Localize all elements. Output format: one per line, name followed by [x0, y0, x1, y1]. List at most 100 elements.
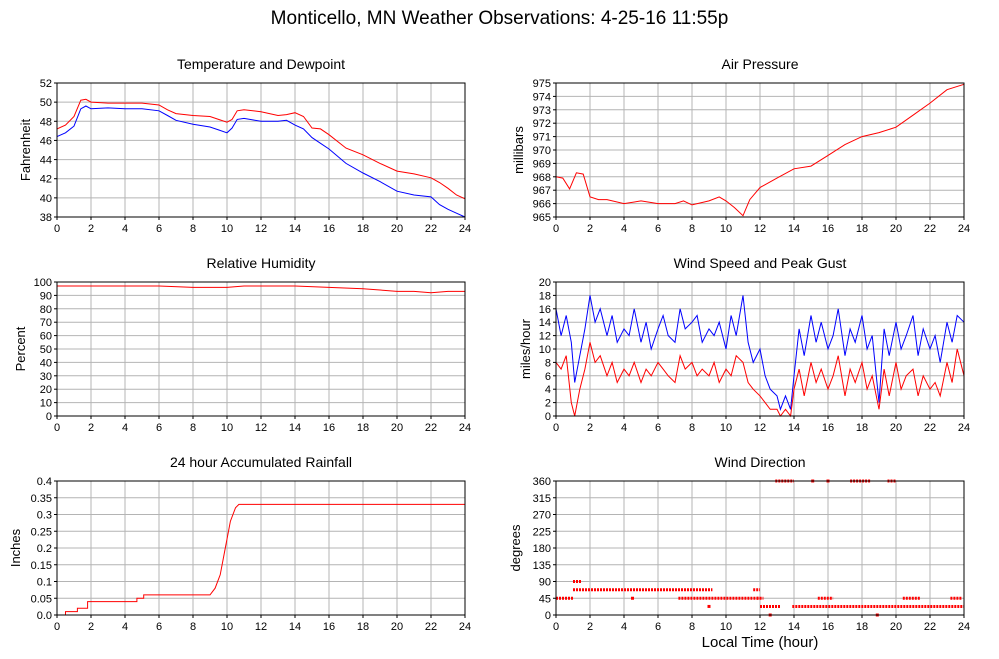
x-tick-label: 8	[190, 621, 196, 633]
x-tick-label: 24	[958, 621, 970, 633]
x-tick-label: 18	[357, 422, 369, 434]
y-tick-label: 100	[34, 277, 52, 289]
y-tick-label: 40	[40, 193, 52, 205]
y-tick-label: 18	[539, 290, 551, 302]
y-tick-label: 135	[533, 560, 551, 572]
x-tick-label: 4	[122, 621, 128, 633]
y-tick-label: 40	[40, 357, 52, 369]
y-tick-label: 50	[40, 97, 52, 109]
y-tick-label: 969	[533, 158, 551, 170]
y-tick-label: 225	[533, 526, 551, 538]
x-tick-label: 12	[754, 223, 766, 235]
x-tick-label: 2	[88, 223, 94, 235]
y-tick-label: 70	[40, 317, 52, 329]
plot-frame	[555, 281, 965, 417]
x-tick-label: 20	[391, 621, 403, 633]
x-tick-label: 16	[323, 422, 335, 434]
x-tick-label: 4	[621, 422, 627, 434]
y-tick-label: 975	[533, 78, 551, 90]
x-tick-label: 12	[754, 621, 766, 633]
x-tick-label: 0	[54, 223, 60, 235]
x-tick-label: 16	[323, 223, 335, 235]
x-tick-label: 16	[323, 621, 335, 633]
chart-title: Air Pressure	[721, 56, 798, 72]
x-tick-label: 8	[689, 223, 695, 235]
y-tick-label: 0.3	[37, 510, 52, 522]
x-tick-label: 24	[958, 422, 970, 434]
y-tick-label: 973	[533, 105, 551, 117]
x-tick-label: 6	[655, 621, 661, 633]
y-tick-label: 2	[545, 398, 551, 410]
x-tick-label: 22	[425, 223, 437, 235]
x-tick-label: 0	[54, 422, 60, 434]
y-tick-label: 972	[533, 118, 551, 130]
plot-frame	[555, 480, 965, 616]
x-tick-label: 8	[190, 422, 196, 434]
y-tick-label: 0	[545, 411, 551, 423]
y-tick-label: 90	[40, 290, 52, 302]
x-tick-label: 18	[357, 621, 369, 633]
x-tick-label: 10	[221, 223, 233, 235]
x-tick-label: 14	[788, 422, 800, 434]
y-tick-label: 974	[533, 91, 551, 103]
y-tick-label: 180	[533, 543, 551, 555]
y-tick-label: 38	[40, 212, 52, 224]
x-tick-label: 8	[190, 223, 196, 235]
y-tick-label: 0.1	[37, 577, 52, 589]
y-tick-label: 10	[539, 344, 551, 356]
y-tick-label: 12	[539, 331, 551, 343]
x-tick-label: 12	[255, 223, 267, 235]
y-axis-label: Percent	[13, 326, 28, 371]
y-tick-label: 10	[40, 398, 52, 410]
series-line-1	[56, 105, 466, 218]
x-tick-label: 8	[689, 422, 695, 434]
y-tick-label: 60	[40, 331, 52, 343]
x-tick-label: 10	[720, 223, 732, 235]
series-line-0	[56, 98, 466, 200]
series-line-0	[57, 503, 465, 616]
x-tick-label: 12	[255, 621, 267, 633]
x-tick-label: 20	[391, 223, 403, 235]
chart-title: Temperature and Dewpoint	[177, 56, 345, 72]
x-tick-label: 18	[357, 223, 369, 235]
x-tick-label: 20	[890, 422, 902, 434]
y-tick-label: 967	[533, 185, 551, 197]
chart-title: Wind Direction	[714, 454, 805, 470]
y-tick-label: 6	[545, 371, 551, 383]
x-tick-label: 14	[788, 621, 800, 633]
x-tick-label: 16	[822, 621, 834, 633]
y-tick-label: 0	[545, 610, 551, 622]
x-tick-label: 6	[156, 621, 162, 633]
chart-title: Relative Humidity	[207, 255, 316, 271]
x-tick-label: 22	[924, 422, 936, 434]
y-tick-label: 270	[533, 510, 551, 522]
y-tick-label: 0.2	[37, 543, 52, 555]
y-tick-label: 0.35	[31, 493, 52, 505]
x-tick-label: 14	[289, 223, 301, 235]
chart-title: 24 hour Accumulated Rainfall	[170, 454, 352, 470]
y-tick-label: 80	[40, 304, 52, 316]
x-tick-label: 2	[587, 621, 593, 633]
x-tick-label: 22	[924, 223, 936, 235]
y-axis-label: degrees	[508, 524, 523, 571]
x-tick-label: 10	[221, 422, 233, 434]
y-tick-label: 50	[40, 344, 52, 356]
x-tick-label: 0	[553, 621, 559, 633]
x-tick-label: 24	[958, 223, 970, 235]
direction-point	[707, 604, 711, 608]
y-tick-label: 968	[533, 172, 551, 184]
x-tick-label: 0	[553, 422, 559, 434]
y-tick-label: 30	[40, 371, 52, 383]
y-tick-label: 0.0	[37, 610, 52, 622]
plot-frame	[56, 82, 466, 218]
y-tick-label: 90	[539, 577, 551, 589]
x-tick-label: 20	[391, 422, 403, 434]
series-line-0	[57, 285, 465, 294]
x-tick-label: 16	[822, 422, 834, 434]
x-tick-label: 0	[553, 223, 559, 235]
y-axis-label: millibars	[511, 126, 526, 174]
plot-frame	[555, 82, 965, 218]
